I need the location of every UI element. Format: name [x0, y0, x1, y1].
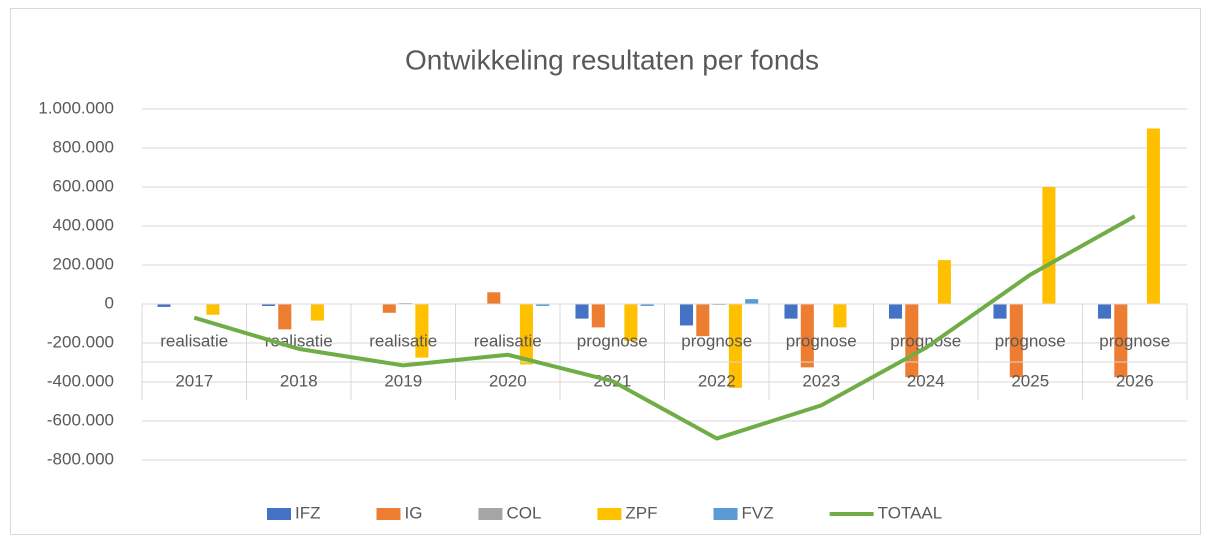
bar — [833, 304, 847, 328]
legend-label: IFZ — [295, 503, 321, 522]
legend-swatch — [597, 508, 622, 520]
x-tick-label: 2018 — [280, 371, 318, 390]
x-tick-label: 2025 — [1011, 371, 1049, 390]
bar — [728, 304, 742, 388]
bar — [784, 304, 798, 319]
x-tick-sublabel: prognose — [995, 331, 1066, 350]
y-tick-label: 400.000 — [53, 215, 114, 234]
x-tick-label: 2023 — [802, 371, 840, 390]
legend-label: IG — [405, 503, 423, 522]
y-tick-label: 600.000 — [53, 176, 114, 195]
bar — [696, 304, 710, 337]
y-tick-label: -400.000 — [47, 371, 114, 390]
bar — [1009, 304, 1023, 378]
bar — [640, 304, 654, 306]
legend-label: TOTAAL — [878, 503, 943, 522]
bar — [415, 304, 429, 358]
bar — [1097, 304, 1112, 319]
bar — [1042, 187, 1056, 304]
bar — [993, 304, 1007, 319]
bar — [1146, 128, 1160, 304]
legend-swatch — [267, 508, 291, 520]
x-tick-label: 2026 — [1116, 371, 1154, 390]
y-tick-label: -600.000 — [47, 410, 114, 429]
legend-swatch — [713, 508, 738, 520]
bar — [679, 304, 694, 326]
bar — [1114, 304, 1128, 378]
x-tick-label: 2019 — [384, 371, 422, 390]
line-series — [193, 214, 1136, 441]
bar — [157, 304, 171, 307]
legend-swatch — [478, 508, 503, 520]
bar — [519, 304, 533, 365]
legend-label: ZPF — [625, 503, 657, 522]
bar — [937, 260, 951, 304]
bar — [575, 304, 589, 319]
bar — [310, 304, 324, 321]
y-tick-label: 1.000.000 — [38, 98, 114, 117]
x-tick-label: 2017 — [175, 371, 213, 390]
chart-border — [10, 8, 1201, 535]
bar — [745, 299, 759, 304]
y-tick-label: -200.000 — [47, 332, 114, 351]
bar — [888, 304, 903, 319]
bar — [591, 304, 605, 328]
bar — [261, 304, 276, 306]
y-tick-label: -800.000 — [47, 449, 114, 468]
x-tick-sublabel: prognose — [1099, 331, 1170, 350]
legend-label: FVZ — [742, 503, 774, 522]
bar — [382, 304, 396, 313]
bar — [536, 304, 550, 306]
legend-label: COL — [506, 503, 541, 522]
x-tick-sublabel: realisatie — [369, 331, 437, 350]
chart-title: Ontwikkeling resultaten per fonds — [405, 44, 819, 75]
y-tick-label: 200.000 — [53, 254, 114, 273]
x-tick-label: 2020 — [489, 371, 527, 390]
bar — [278, 304, 292, 330]
legend-swatch — [376, 508, 401, 520]
x-tick-sublabel: realisatie — [160, 331, 228, 350]
bar — [206, 304, 220, 315]
bar — [624, 304, 638, 342]
x-tick-label: 2022 — [698, 371, 736, 390]
bar — [800, 304, 814, 368]
y-tick-label: 0 — [105, 293, 114, 312]
x-tick-sublabel: prognose — [577, 331, 648, 350]
x-tick-sublabel: realisatie — [474, 331, 542, 350]
y-tick-label: 800.000 — [53, 137, 114, 156]
x-tick-sublabel: prognose — [786, 331, 857, 350]
x-tick-label: 2024 — [907, 371, 945, 390]
bar — [487, 292, 501, 304]
x-tick-sublabel: prognose — [681, 331, 752, 350]
